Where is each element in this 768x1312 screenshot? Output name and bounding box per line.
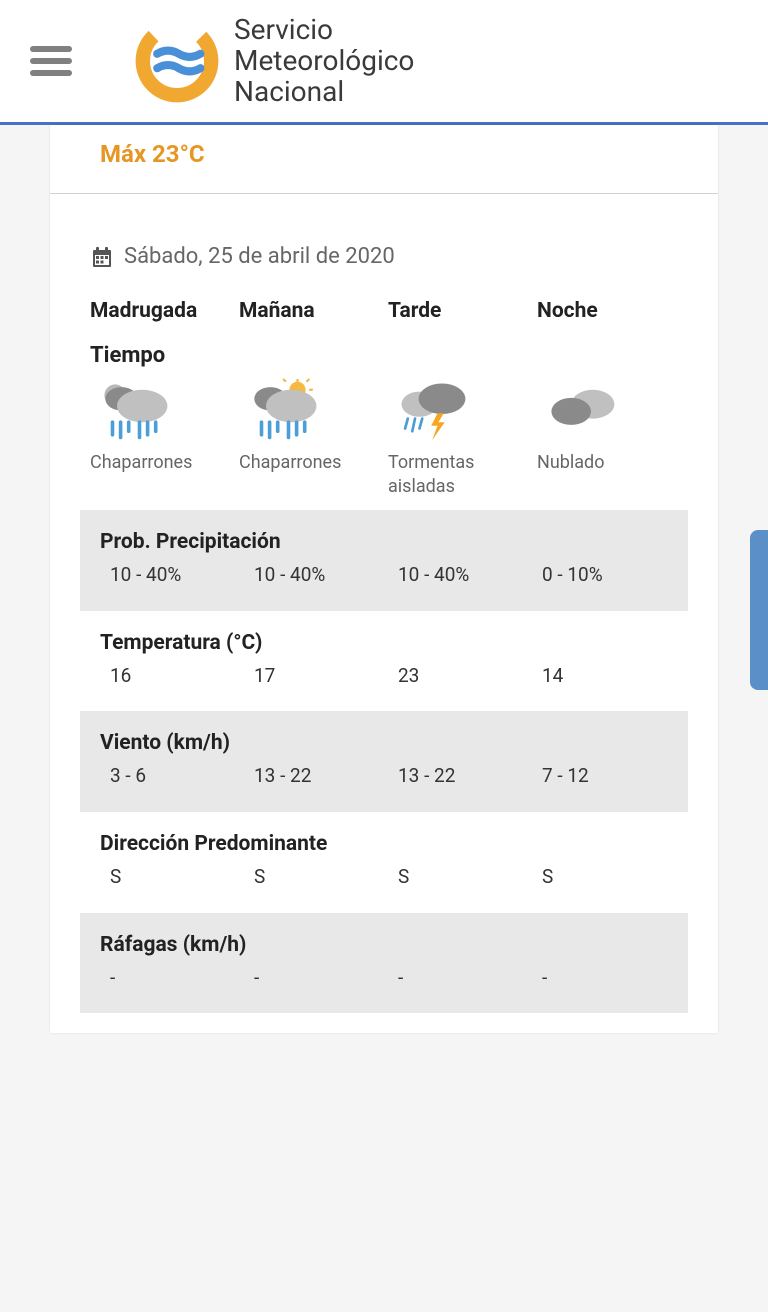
section-title: Temperatura (°C) (90, 631, 678, 655)
weather-cell: Chaparrones (90, 378, 231, 498)
weather-cell: Chaparrones (239, 378, 380, 498)
data-cell: - (110, 965, 246, 992)
calendar-icon (90, 245, 114, 269)
data-cell: 13 - 22 (254, 763, 390, 790)
data-row: SSSS (90, 864, 678, 891)
data-cell: 17 (254, 663, 390, 690)
data-cell: S (542, 864, 678, 891)
data-cell: S (110, 864, 246, 891)
data-section: Temperatura (°C) 16 17 23 14 (80, 611, 688, 712)
data-cell: 14 (542, 663, 678, 690)
data-cell: 16 (110, 663, 246, 690)
weather-section-label: Tiempo (80, 343, 688, 378)
date-text: Sábado, 25 de abril de 2020 (124, 244, 395, 269)
logo-icon (132, 16, 222, 106)
data-cell: S (254, 864, 390, 891)
org-logo[interactable]: Servicio Meteorológico Nacional (132, 15, 414, 107)
data-section: Ráfagas (km/h)---- (80, 913, 688, 1014)
cloudy-icon (537, 378, 627, 443)
data-row: 10 - 40% 10 - 40% 10 - 40% 0 - 10% (90, 562, 678, 589)
data-row: ---- (90, 965, 678, 992)
data-cell: 10 - 40% (254, 562, 390, 589)
forecast-date: Sábado, 25 de abril de 2020 (80, 244, 688, 299)
weather-icons-row: Chaparrones (80, 378, 688, 510)
side-tab[interactable] (750, 530, 768, 690)
showers-day-icon (239, 378, 329, 443)
data-cell: 7 - 12 (542, 763, 678, 790)
showers-night-icon (90, 378, 180, 443)
data-cell: 3 - 6 (110, 763, 246, 790)
data-section: Viento (km/h) 3 - 6 13 - 22 13 - 22 7 - 12 (80, 711, 688, 812)
data-cell: - (398, 965, 534, 992)
max-temperature: Máx 23°C (50, 125, 718, 194)
data-row: 16 17 23 14 (90, 663, 678, 690)
condition-label: Tormentas aisladas (388, 451, 529, 498)
data-cell: 0 - 10% (542, 562, 678, 589)
data-cell: - (542, 965, 678, 992)
data-cell: 10 - 40% (398, 562, 534, 589)
condition-label: Chaparrones (90, 451, 192, 474)
period-header: Mañana (239, 299, 380, 323)
period-header: Tarde (388, 299, 529, 323)
section-title: Prob. Precipitación (90, 530, 678, 554)
section-title: Viento (km/h) (90, 731, 678, 755)
org-name: Servicio Meteorológico Nacional (234, 15, 414, 107)
period-header: Madrugada (90, 299, 231, 323)
data-cell: - (254, 965, 390, 992)
condition-label: Chaparrones (239, 451, 341, 474)
section-title: Dirección Predominante (90, 832, 678, 856)
data-section: Prob. Precipitación10 - 40%10 - 40%10 - … (80, 510, 688, 611)
condition-label: Nublado (537, 451, 604, 474)
weather-cell: Nublado (537, 378, 678, 498)
data-section: Dirección PredominanteSSSS (80, 812, 688, 913)
data-row: 3 - 6 13 - 22 13 - 22 7 - 12 (90, 763, 678, 790)
menu-button[interactable] (30, 46, 72, 76)
period-header: Noche (537, 299, 678, 323)
storms-icon (388, 378, 478, 443)
section-title: Ráfagas (km/h) (90, 933, 678, 957)
data-cell: 10 - 40% (110, 562, 246, 589)
forecast-card: Máx 23°C Sábado, 25 de abril de 2020 Mad… (50, 125, 718, 1033)
data-cell: 13 - 22 (398, 763, 534, 790)
data-cell: 23 (398, 663, 534, 690)
app-header: Servicio Meteorológico Nacional (0, 0, 768, 125)
weather-cell: Tormentas aisladas (388, 378, 529, 498)
period-headers: Madrugada Mañana Tarde Noche (80, 299, 688, 343)
data-cell: S (398, 864, 534, 891)
